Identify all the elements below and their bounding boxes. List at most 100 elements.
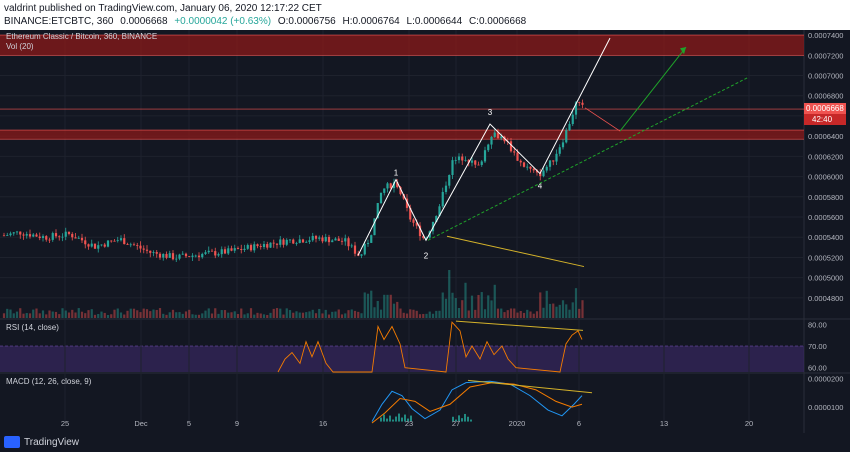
volume-bar (402, 312, 405, 318)
candle-body (233, 248, 236, 251)
macd-histogram-bar (464, 413, 466, 422)
volume-bar (28, 313, 32, 318)
volume-bar (477, 294, 480, 318)
candle-body (223, 249, 227, 254)
candle-body (565, 130, 568, 143)
candle-body (470, 160, 474, 163)
volume-bar (100, 311, 103, 318)
candle-body (522, 162, 526, 167)
candle-body (490, 136, 493, 145)
candle-body (220, 249, 223, 255)
candle-body (389, 183, 392, 189)
candle-body (61, 236, 64, 238)
candle-body (574, 102, 578, 115)
divergence-line-rsi (455, 320, 584, 331)
volume-bar (474, 309, 477, 318)
volume-bar (67, 312, 71, 318)
volume-bar (191, 314, 194, 318)
candle-body (552, 160, 555, 162)
candle-body (288, 239, 292, 241)
volume-bar (461, 300, 464, 318)
y-tick-label: 0.0007200 (808, 51, 843, 60)
candle-body (165, 253, 168, 258)
y-tick-label: 0.0005600 (808, 213, 843, 222)
volume-bar (314, 313, 318, 318)
volume-bar (500, 308, 503, 318)
volume-bar (285, 308, 288, 318)
volume-bar (376, 300, 379, 318)
volume-bar (418, 314, 422, 318)
candle-body (295, 242, 298, 244)
candle-body (64, 231, 67, 237)
candle-body (80, 237, 84, 241)
volume-bar (103, 312, 106, 318)
volume-bar (178, 312, 181, 318)
candle-body (201, 253, 204, 258)
candle-body (243, 248, 246, 250)
candle-body (259, 246, 262, 248)
volume-bar (6, 308, 9, 318)
candle-body (519, 160, 522, 163)
volume-bar (396, 301, 399, 318)
volume-bar (35, 308, 38, 318)
candle-body (181, 253, 184, 255)
price-badge: 0.0006668 (806, 104, 844, 113)
candle-body (370, 235, 373, 243)
candle-body (474, 160, 477, 165)
candle-body (149, 250, 152, 253)
candle-body (152, 252, 155, 253)
price-badge-bg (804, 103, 846, 114)
volume-bar (435, 310, 438, 318)
volume-bar (509, 308, 513, 318)
candle-body (100, 244, 103, 246)
candle-body (539, 172, 542, 177)
volume-bar (188, 309, 191, 318)
volume-bar (136, 310, 139, 318)
candle-body (305, 241, 308, 243)
macd-histogram-bar (410, 415, 412, 422)
volume-bar (405, 313, 409, 318)
candle-body (405, 198, 409, 208)
candle-body (545, 166, 548, 171)
candle-body (438, 206, 441, 217)
volume-bar (32, 309, 35, 318)
volume-bar (236, 314, 240, 318)
volume-bar (171, 309, 175, 318)
tradingview-logo[interactable]: TradingView (4, 436, 79, 448)
x-tick-label: 27 (452, 419, 460, 428)
candle-body (353, 245, 357, 254)
volume-bar (119, 312, 123, 318)
y-tick-label: 0.0006800 (808, 92, 843, 101)
candle-body (204, 252, 207, 254)
candle-body (84, 240, 87, 245)
candle-body (451, 160, 454, 175)
volume-bar (25, 313, 28, 318)
candle-body (532, 168, 535, 171)
volume-bar (324, 309, 327, 318)
candle-body (340, 240, 344, 242)
candle-body (155, 252, 158, 254)
candle-body (67, 231, 71, 234)
candle-body (337, 238, 340, 241)
candle-body (311, 235, 314, 241)
candle-body (496, 132, 500, 139)
candle-body (266, 244, 269, 248)
ohlc-close: C:0.0006668 (468, 16, 527, 27)
x-tick-label: 16 (319, 419, 327, 428)
volume-bar (288, 310, 292, 318)
volume-bar (106, 314, 110, 318)
candle-body (256, 244, 259, 247)
volume-bar (451, 292, 454, 318)
price-chart[interactable]: 12345 0.00074000.00072000.00070000.00068… (0, 30, 850, 433)
volume-bar (295, 311, 298, 318)
volume-bar (22, 313, 25, 318)
candle-body (386, 183, 389, 189)
volume-bar (181, 313, 184, 318)
macd-histogram-bar (383, 414, 385, 422)
candle-body (441, 191, 444, 207)
candle-body (129, 244, 132, 246)
volume-bar (80, 311, 84, 318)
volume-bar (327, 314, 331, 318)
candle-body (324, 236, 327, 242)
last-price: 0.0006668 (120, 16, 168, 27)
